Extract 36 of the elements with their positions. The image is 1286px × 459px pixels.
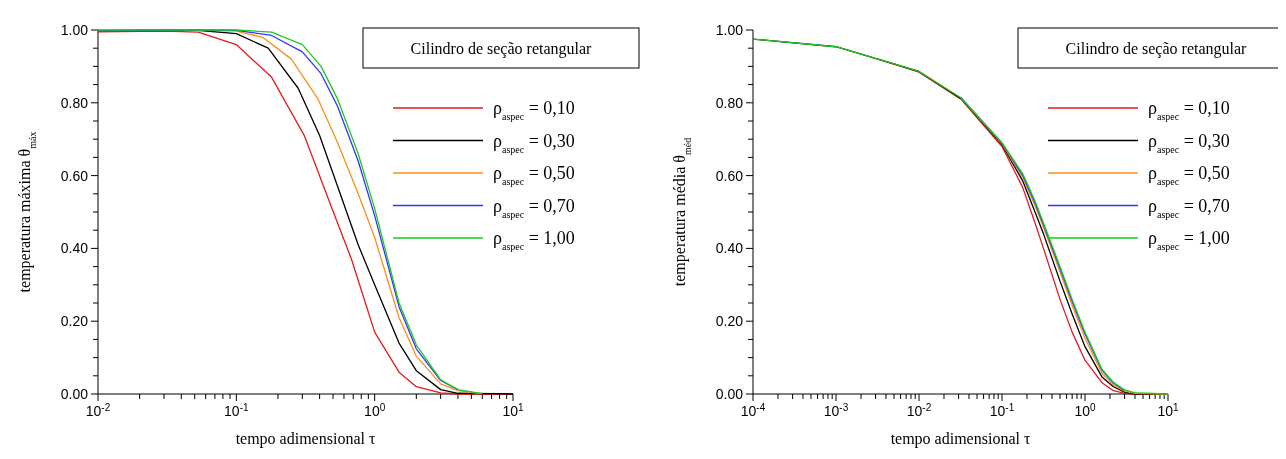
legend-label: ρ$_{aspec}$ = 0,70 bbox=[1148, 195, 1230, 219]
y-tick-label: 0.80 bbox=[715, 94, 744, 111]
legend-label: ρ$_{aspec}$ = 1,00 bbox=[1148, 228, 1230, 252]
y-tick-label: 0.00 bbox=[60, 386, 89, 402]
y-tick-label: 0.60 bbox=[60, 167, 89, 184]
x-axis-title: tempo adimensional τ bbox=[235, 430, 376, 448]
legend-label: ρ$_{aspec}$ = 0,10 bbox=[493, 98, 575, 122]
y-tick-label: 0.00 bbox=[715, 386, 744, 402]
legend-title: Cilindro de seção retangular bbox=[410, 40, 593, 58]
x-tick-label: 10$^{1}$ bbox=[502, 401, 525, 419]
legend-label: ρ$_{aspec}$ = 0,30 bbox=[493, 130, 575, 154]
y-tick-label: 0.40 bbox=[715, 240, 744, 257]
x-axis-title: tempo adimensional τ bbox=[890, 430, 1031, 448]
y-tick-label: 1.00 bbox=[715, 22, 744, 38]
x-tick-label: 10$^{-3}$ bbox=[823, 401, 849, 419]
x-tick-label: 10$^{0}$ bbox=[1074, 401, 1097, 419]
legend-label: ρ$_{aspec}$ = 0,50 bbox=[493, 163, 575, 187]
legend-label: ρ$_{aspec}$ = 0,30 bbox=[1148, 130, 1230, 154]
x-tick-label: 10$^{-1}$ bbox=[989, 401, 1015, 419]
x-tick-label: 10$^{-1}$ bbox=[224, 401, 249, 419]
legend-label: ρ$_{aspec}$ = 0,50 bbox=[1148, 163, 1230, 187]
legend-label: ρ$_{aspec}$ = 0,10 bbox=[1148, 98, 1230, 122]
x-tick-label: 10$^{-2}$ bbox=[85, 401, 111, 419]
legend-title: Cilindro de seção retangular bbox=[1065, 40, 1248, 58]
y-tick-label: 0.80 bbox=[60, 94, 89, 111]
x-tick-label: 10$^{1}$ bbox=[1157, 401, 1180, 419]
x-tick-label: 10$^{0}$ bbox=[364, 401, 386, 419]
y-tick-label: 0.20 bbox=[60, 313, 89, 330]
y-tick-label: 0.40 bbox=[60, 240, 89, 257]
y-tick-label: 0.60 bbox=[715, 167, 744, 184]
x-tick-label: 10$^{-2}$ bbox=[906, 401, 932, 419]
y-tick-label: 0.20 bbox=[715, 313, 744, 330]
x-tick-label: 10$^{-4}$ bbox=[740, 401, 766, 419]
legend-label: ρ$_{aspec}$ = 0,70 bbox=[493, 195, 575, 219]
y-tick-label: 1.00 bbox=[60, 22, 89, 38]
legend-label: ρ$_{aspec}$ = 1,00 bbox=[493, 228, 575, 252]
